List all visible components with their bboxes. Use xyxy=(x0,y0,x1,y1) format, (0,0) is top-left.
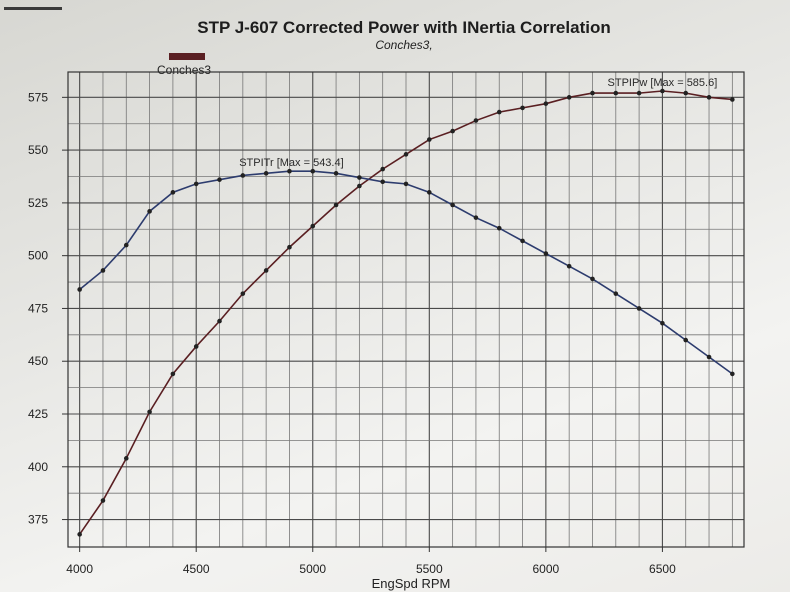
y-tick-label: 575 xyxy=(28,90,48,104)
data-point-stpipw xyxy=(520,105,525,111)
legend-swatch xyxy=(169,53,205,60)
data-point-stpipw xyxy=(123,456,129,461)
data-point-stpipw xyxy=(240,291,246,296)
series-annotation-stpitr: STPITr [Max = 543.4] xyxy=(239,157,343,169)
data-point-stpitr xyxy=(263,171,269,176)
data-point-stpipw xyxy=(147,409,152,415)
data-point-stpipw xyxy=(403,152,409,157)
data-point-stpitr xyxy=(730,371,735,377)
data-point-stpitr xyxy=(566,263,572,269)
x-axis-label: EngSpd RPM xyxy=(372,576,451,591)
data-point-stpipw xyxy=(543,101,549,106)
y-tick-label: 550 xyxy=(28,143,48,157)
y-tick-label: 525 xyxy=(28,196,48,210)
data-point-stpitr xyxy=(380,179,385,185)
data-point-stpipw xyxy=(566,95,572,100)
data-point-stpitr xyxy=(77,287,82,292)
y-tick-label: 500 xyxy=(28,249,48,263)
plot-frame xyxy=(67,71,745,548)
data-point-stpitr xyxy=(636,306,642,311)
data-point-stpitr xyxy=(403,181,409,187)
data-point-stpipw xyxy=(357,183,362,189)
data-point-stpipw xyxy=(590,90,595,96)
data-point-stpitr xyxy=(100,268,106,273)
x-tick-label: 5000 xyxy=(299,562,326,576)
data-point-stpipw xyxy=(613,90,619,96)
data-point-stpipw xyxy=(217,318,222,324)
data-point-stpitr xyxy=(520,238,525,244)
data-point-stpitr xyxy=(450,202,455,208)
data-point-stpipw xyxy=(450,128,455,134)
series-annotation-stpipw: STPIPw [Max = 585.6] xyxy=(608,77,718,89)
data-point-stpitr xyxy=(287,168,292,174)
data-point-stpipw xyxy=(473,118,479,123)
data-point-stpipw xyxy=(263,268,269,273)
data-point-stpipw xyxy=(730,97,735,102)
grid xyxy=(68,72,744,547)
data-point-stpipw xyxy=(77,532,82,537)
y-tick-label: 425 xyxy=(28,407,48,421)
data-point-stpipw xyxy=(287,244,292,250)
data-point-stpitr xyxy=(357,175,362,180)
data-point-stpipw xyxy=(660,88,665,94)
data-point-stpipw xyxy=(333,202,339,208)
y-tick-label: 450 xyxy=(28,354,48,368)
page-edge-line xyxy=(4,7,62,10)
data-point-stpitr xyxy=(170,190,176,195)
data-point-stpipw xyxy=(310,223,316,229)
chart-title: STP J-607 Corrected Power with INertia C… xyxy=(197,18,611,37)
data-point-stpitr xyxy=(613,291,619,296)
data-point-stpitr xyxy=(240,173,246,178)
data-point-stpipw xyxy=(706,95,712,100)
data-point-stpipw xyxy=(636,90,642,96)
data-point-stpipw xyxy=(380,166,385,172)
y-tick-label: 400 xyxy=(28,460,48,474)
data-point-stpipw xyxy=(193,344,199,349)
data-point-stpitr xyxy=(496,225,502,231)
data-point-stpipw xyxy=(170,371,176,377)
data-point-stpitr xyxy=(473,215,479,220)
x-tick-label: 4000 xyxy=(66,562,93,576)
data-point-stpipw xyxy=(496,109,502,115)
data-point-stpitr xyxy=(683,337,689,343)
x-tick-label: 6500 xyxy=(649,562,676,576)
data-point-stpitr xyxy=(706,354,712,360)
data-point-stpipw xyxy=(427,137,432,142)
x-tick-label: 5500 xyxy=(416,562,443,576)
data-point-stpipw xyxy=(100,498,106,503)
y-axis: 375 400 425 450 475 500 525 550 575 xyxy=(28,90,68,527)
chart-subtitle: Conches3, xyxy=(375,38,433,52)
data-point-stpipw xyxy=(683,90,689,96)
y-tick-label: 375 xyxy=(28,513,48,527)
data-point-stpitr xyxy=(310,168,316,174)
legend-label: Conches3 xyxy=(157,63,212,77)
data-point-stpitr xyxy=(123,242,129,248)
data-point-stpitr xyxy=(660,320,665,326)
data-point-stpitr xyxy=(590,276,595,282)
x-tick-label: 6000 xyxy=(533,562,560,576)
x-axis: 4000 4500 5000 5500 6000 6500 xyxy=(66,547,676,576)
data-point-stpitr xyxy=(193,181,199,187)
data-point-stpitr xyxy=(217,177,222,182)
series-group: STPIPw [Max = 585.6] STPITr [Max = 543.4] xyxy=(77,77,735,537)
data-point-stpitr xyxy=(333,171,339,176)
data-point-stpitr xyxy=(147,209,152,214)
y-tick-label: 475 xyxy=(28,301,48,315)
data-point-stpitr xyxy=(543,251,549,256)
x-tick-label: 4500 xyxy=(183,562,210,576)
data-point-stpitr xyxy=(427,190,432,195)
